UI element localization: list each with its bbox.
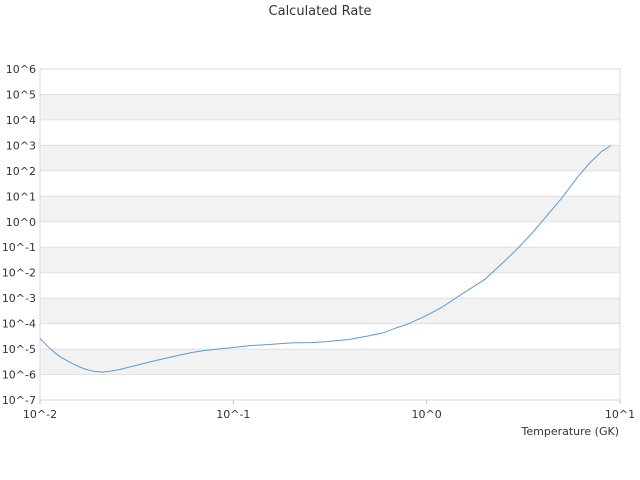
- plot-bands: [40, 94, 620, 375]
- y-tick-label: 10^-4: [2, 318, 36, 331]
- y-tick-label: 10^1: [6, 190, 36, 203]
- plot-band: [40, 247, 620, 273]
- plot-gridlines: [39, 68, 621, 404]
- y-tick-label: 10^-6: [2, 369, 36, 382]
- y-tick-label: 10^0: [6, 216, 36, 229]
- y-tick-label: 10^2: [6, 165, 36, 178]
- y-tick-label: 10^5: [6, 88, 36, 101]
- y-tick-label: 10^-5: [2, 343, 36, 356]
- y-tick-label: 10^-2: [2, 267, 36, 280]
- plot-frame: [39, 68, 621, 401]
- y-tick-label: 10^3: [6, 139, 36, 152]
- plot-band: [40, 94, 620, 120]
- chart-title: Calculated Rate: [268, 4, 372, 19]
- series-line: [39, 144, 612, 373]
- y-tick-label: 10^4: [6, 114, 36, 127]
- y-tick-label: 10^-7: [2, 394, 36, 407]
- y-tick-label: 10^6: [6, 63, 36, 76]
- plot-band: [40, 145, 620, 171]
- y-tick-label: 10^-3: [2, 292, 36, 305]
- x-tick-label: 10^-2: [23, 408, 57, 421]
- x-axis-label: Temperature (GK): [521, 425, 620, 438]
- x-tick-label: 10^0: [412, 408, 442, 421]
- y-tick-label: 10^-1: [2, 241, 36, 254]
- plot-band: [40, 298, 620, 324]
- y-axis-tick-labels: 10^6 10^5 10^4 10^3 10^2 10^1 10^0 10^-1 10^-2 10…: [2, 63, 36, 407]
- x-tick-label: 10^-1: [216, 408, 250, 421]
- plot-band: [40, 349, 620, 375]
- x-axis-tick-labels: 10^-2 10^-1 10^0 10^1: [23, 408, 635, 421]
- plot-band: [40, 196, 620, 222]
- x-tick-label: 10^1: [605, 408, 635, 421]
